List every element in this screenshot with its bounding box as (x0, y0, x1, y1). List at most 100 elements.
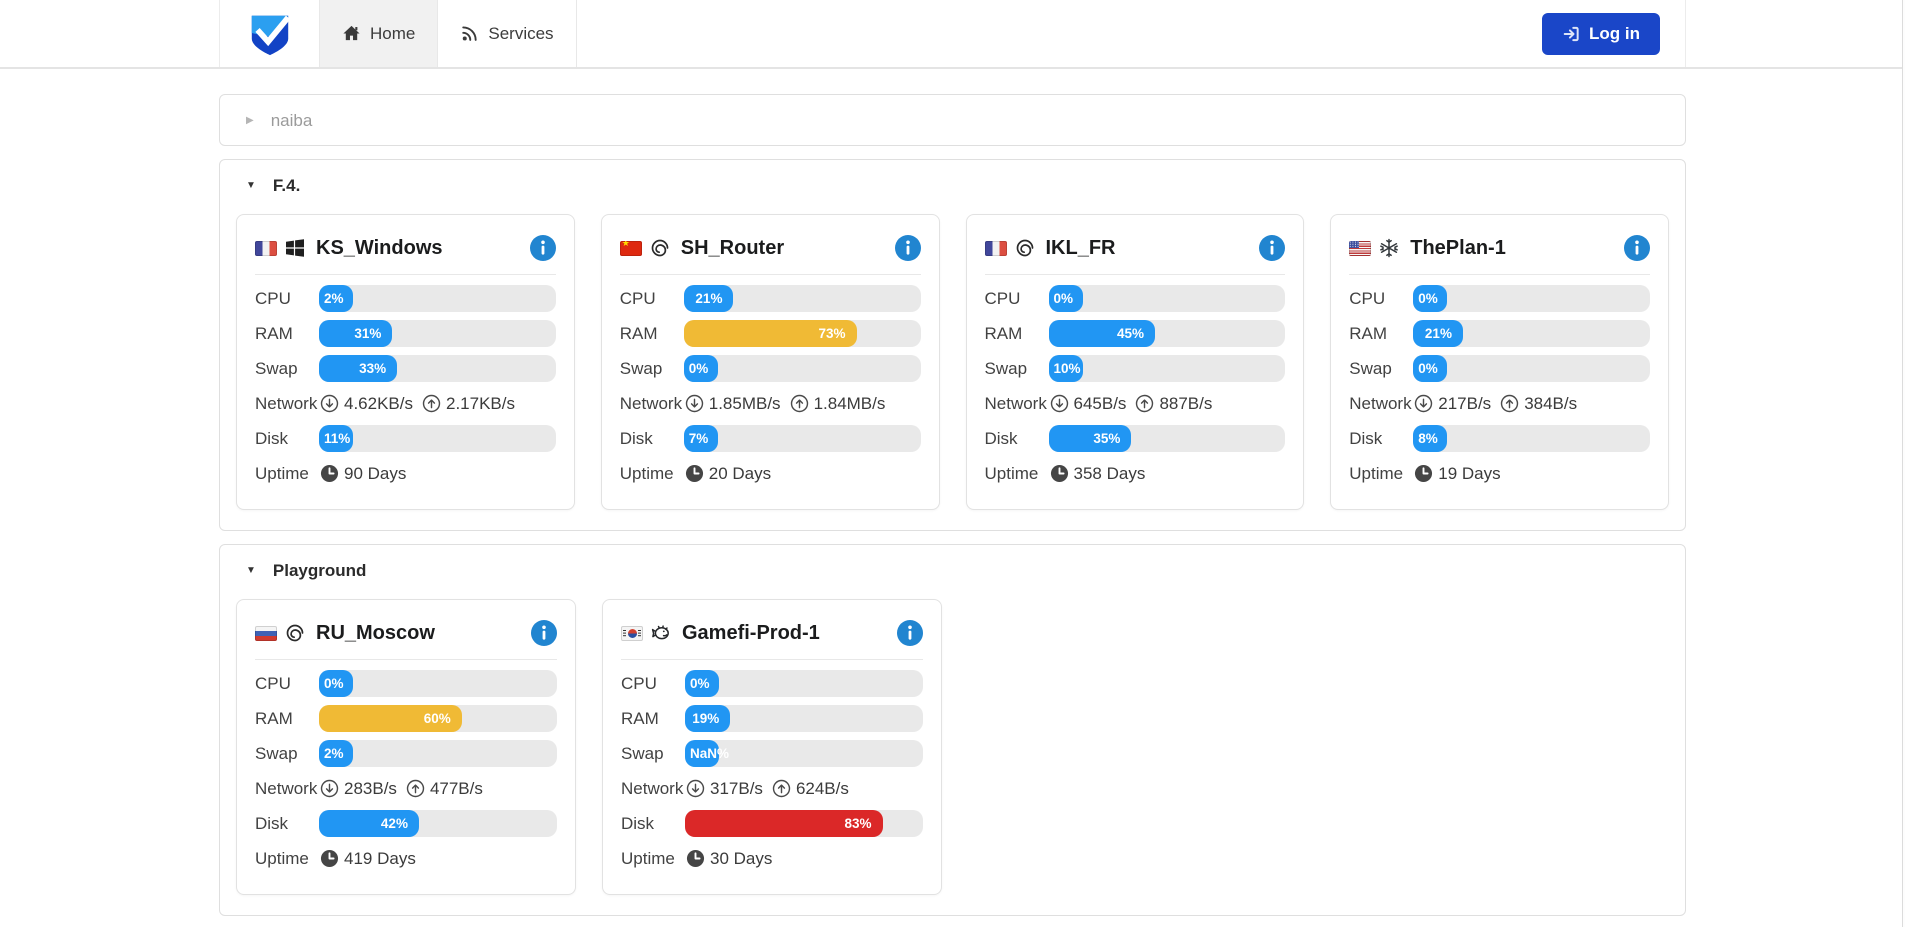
metric-label: Swap (621, 743, 664, 763)
progress-value: 31% (354, 326, 382, 341)
disk-progress-fill: 42% (319, 810, 419, 837)
server-card-header: IKL_FR (984, 227, 1286, 269)
tab-services[interactable]: Services (437, 0, 577, 67)
info-icon[interactable] (529, 235, 556, 261)
disk-progress-track: 42% (319, 810, 557, 837)
info-icon[interactable] (897, 620, 923, 646)
upload-arrow-icon (772, 779, 791, 798)
info-icon[interactable] (894, 235, 921, 261)
server-card: KS_Windows CPU 2% RAM 31% S (236, 214, 575, 510)
metric-label: RAM (984, 323, 1023, 343)
upload-speed: 624B/s (795, 778, 849, 798)
info-icon[interactable] (531, 620, 557, 646)
disk-progress-fill: 11% (319, 425, 353, 452)
swap-row: Swap 0% (1349, 355, 1650, 382)
download-speed: 1.85MB/s (708, 393, 781, 413)
clock-icon (686, 849, 705, 868)
group-accordion-header[interactable]: ▶ naiba (220, 95, 1685, 145)
metric-rows: CPU 21% RAM 73% Swap 0% Network (620, 285, 921, 487)
disk-row: Disk 83% (621, 810, 923, 837)
uptime-value: 19 Days (1438, 463, 1501, 483)
swap-progress-track: 0% (1413, 355, 1650, 382)
cpu-row: CPU 2% (255, 285, 556, 312)
cpu-progress-track: 21% (683, 285, 921, 312)
group-title: Playground (272, 561, 367, 580)
progress-value: 73% (818, 326, 846, 341)
progress-value: 19% (692, 711, 720, 726)
uptime-label: Uptime (984, 463, 1039, 483)
card-divider (255, 274, 556, 275)
network-row: Network 4.62KB/s 2.17KB/s (255, 390, 556, 417)
swap-row: Swap 0% (620, 355, 921, 382)
uptime-row: Uptime 30 Days (621, 845, 923, 872)
country-flag-icon (1349, 240, 1372, 256)
uptime-label: Uptime (255, 848, 309, 868)
disk-row: Disk 42% (255, 810, 557, 837)
metric-label: CPU (984, 288, 1021, 308)
ram-progress-track: 31% (319, 320, 556, 347)
progress-value: NaN% (690, 746, 730, 761)
ram-row: RAM 19% (621, 705, 923, 732)
info-icon[interactable] (1259, 235, 1286, 261)
network-label: Network (621, 778, 684, 798)
metric-label: RAM (1349, 323, 1388, 343)
windows-os-icon (284, 237, 306, 259)
swap-progress-track: 33% (319, 355, 556, 382)
ram-progress-track: 21% (1413, 320, 1650, 347)
openbsd-os-icon (650, 622, 672, 644)
server-group-panel: ▼ F.4. KS_Windows CPU 2% R (219, 159, 1686, 531)
page-scrollbar[interactable] (1902, 0, 1905, 927)
download-speed: 4.62KB/s (344, 393, 413, 413)
progress-value: 2% (324, 746, 344, 761)
metric-label: Swap (984, 358, 1028, 378)
upload-speed: 887B/s (1159, 393, 1213, 413)
server-cards: KS_Windows CPU 2% RAM 31% S (220, 210, 1685, 530)
card-divider (255, 659, 557, 660)
content: ▶ naiba ▼ F.4. KS_Windows CPU (219, 69, 1686, 916)
network-label: Network (1349, 393, 1412, 413)
ram-row: RAM 45% (985, 320, 1286, 347)
disk-row: Disk 11% (255, 425, 556, 452)
progress-value: 60% (423, 711, 451, 726)
cpu-progress-fill: 0% (319, 670, 353, 697)
caret-icon: ▼ (246, 565, 256, 576)
metric-label: CPU (1349, 288, 1386, 308)
swap-progress-fill: 0% (1413, 355, 1448, 382)
metric-label: Disk (255, 428, 289, 448)
progress-value: 2% (324, 291, 344, 306)
server-group-panel: ▼ Playground RU_Moscow CPU 0% (219, 544, 1686, 916)
swap-row: Swap 2% (255, 740, 557, 767)
disk-progress-track: 8% (1413, 425, 1650, 452)
upload-speed: 1.84MB/s (813, 393, 886, 413)
progress-value: 11% (324, 431, 351, 446)
cpu-row: CPU 21% (620, 285, 921, 312)
swap-progress-track: NaN% (685, 740, 923, 767)
info-icon[interactable] (1624, 235, 1650, 261)
metric-label: Swap (255, 743, 298, 763)
shield-check-logo-icon (251, 15, 290, 55)
swap-progress-track: 10% (1048, 355, 1286, 382)
country-flag-icon (255, 625, 277, 641)
disk-progress-fill: 7% (683, 425, 718, 452)
download-speed: 217B/s (1438, 393, 1492, 413)
server-card: Gamefi-Prod-1 CPU 0% RAM 19% (602, 599, 942, 895)
metric-label: Disk (1349, 428, 1383, 448)
swap-progress-fill: NaN% (685, 740, 729, 767)
tab-home[interactable]: Home (319, 0, 438, 67)
swap-progress-track: 2% (319, 740, 557, 767)
metric-rows: CPU 0% RAM 19% Swap NaN% Network (621, 670, 923, 872)
server-card: IKL_FR CPU 0% RAM 45% Swap (965, 214, 1305, 510)
download-arrow-icon (686, 779, 705, 798)
ram-progress-track: 45% (1048, 320, 1286, 347)
metric-label: CPU (255, 673, 291, 693)
metric-label: Swap (1349, 358, 1392, 378)
site-logo[interactable] (220, 0, 319, 67)
group-accordion-header[interactable]: ▼ Playground (220, 545, 1685, 595)
group-accordion-header[interactable]: ▼ F.4. (220, 160, 1685, 210)
cpu-progress-track: 0% (685, 670, 923, 697)
progress-value: 42% (380, 816, 408, 831)
upload-arrow-icon (422, 394, 441, 413)
progress-value: 10% (1053, 361, 1081, 376)
login-button[interactable]: Log in (1542, 12, 1660, 55)
card-divider (1349, 274, 1650, 275)
